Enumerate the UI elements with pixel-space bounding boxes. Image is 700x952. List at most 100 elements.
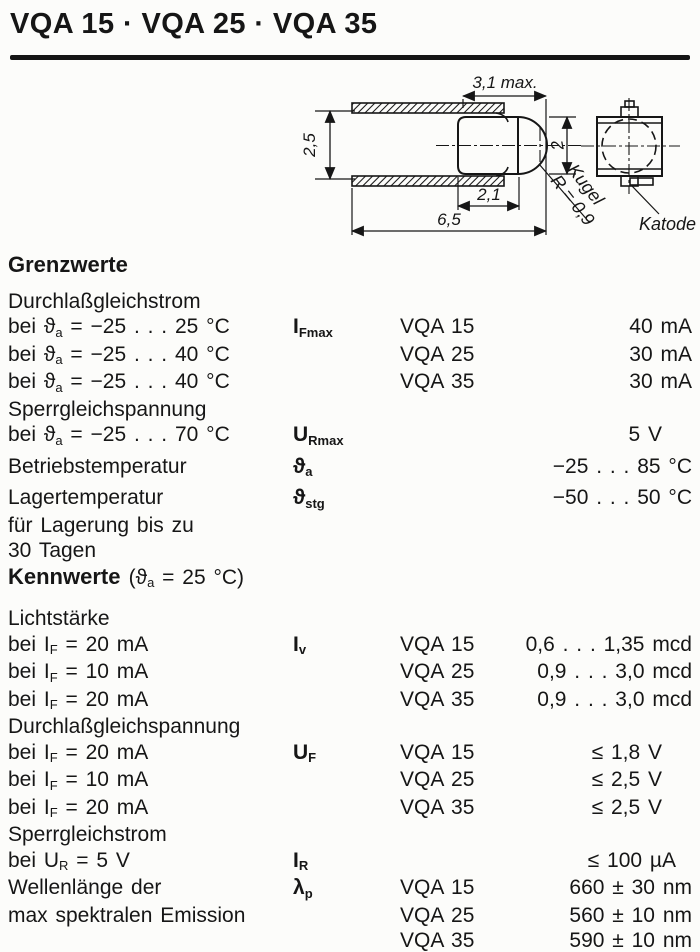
spec-row: bei UR = 5 V IR ≤ 100 µA bbox=[8, 848, 692, 876]
symbol bbox=[293, 659, 400, 687]
section-heading-kennwerte: Kennwerte (ϑa = 25 °C) bbox=[8, 563, 245, 591]
spec-row: bei IF = 20 mA VQA 35 0,9 . . . 3,0 mcd bbox=[8, 687, 692, 715]
spec-row: bei IF = 10 mA VQA 25 ≤ 2,5 V bbox=[8, 767, 692, 795]
dim-lead-spacing: 2,5 bbox=[300, 109, 355, 181]
device-type: VQA 35 bbox=[400, 795, 475, 819]
symbol: IR bbox=[293, 848, 309, 874]
value: 0,6 . . . 1,35 mcd bbox=[525, 632, 692, 656]
device-type bbox=[400, 848, 512, 876]
device-type: VQA 25 bbox=[400, 768, 475, 791]
group-durchlassgleichspannung: Durchlaßgleichspannung bei IF = 20 mA UF… bbox=[8, 714, 692, 822]
parameter-label-continued: für Lagerung bis zu bbox=[8, 513, 194, 537]
symbol: Iv bbox=[293, 632, 307, 658]
dim-total-length: 6,5 bbox=[350, 188, 548, 237]
value: 5 V bbox=[628, 423, 662, 446]
spec-row: bei IF = 20 mA UF VQA 15 ≤ 1,8 V bbox=[8, 740, 692, 768]
symbol bbox=[293, 767, 400, 795]
symbol: URmax bbox=[293, 423, 344, 448]
condition: bei ϑa = −25 . . . 40 °C bbox=[8, 342, 230, 368]
condition: bei IF = 20 mA bbox=[8, 740, 149, 766]
symbol bbox=[293, 687, 400, 715]
spec-row: für Lagerung bis zu bbox=[8, 513, 692, 539]
spec-row: Betriebstemperatur ϑa −25 . . . 85 °C bbox=[8, 454, 692, 482]
spec-row: 30 Tagen bbox=[8, 538, 692, 564]
section-heading-grenzwerte: Grenzwerte bbox=[8, 252, 128, 277]
value: −25 . . . 85 °C bbox=[552, 454, 692, 478]
spec-row: bei ϑa = −25 . . . 40 °C VQA 35 30 mA bbox=[8, 369, 692, 397]
parameter-label-continued bbox=[8, 928, 293, 952]
device-type: VQA 25 bbox=[400, 660, 475, 683]
parameter-label-continued: 30 Tagen bbox=[8, 539, 97, 562]
condition: bei ϑa = −25 . . . 25 °C bbox=[8, 315, 230, 340]
spec-row: bei ϑa = −25 . . . 70 °C URmax 5 V bbox=[8, 422, 692, 450]
value: ≤ 1,8 V bbox=[591, 740, 662, 764]
dim-cylinder-length: 2,1 bbox=[456, 177, 521, 212]
symbol bbox=[293, 928, 400, 952]
device-type: VQA 35 bbox=[400, 929, 475, 952]
symbol bbox=[293, 342, 400, 370]
symbol: λp bbox=[293, 876, 313, 901]
top-lead bbox=[351, 102, 505, 114]
dim-cylinder-length-label: 2,1 bbox=[476, 185, 501, 204]
bottom-lead bbox=[351, 175, 505, 187]
condition: bei IF = 20 mA bbox=[8, 632, 149, 658]
spec-row: Lagertemperatur ϑstg −50 . . . 50 °C bbox=[8, 485, 692, 513]
condition: bei UR = 5 V bbox=[8, 848, 130, 874]
parameter-label: Sperrgleichspannung bbox=[8, 397, 207, 421]
condition: bei IF = 10 mA bbox=[8, 660, 149, 685]
device-type: VQA 25 bbox=[400, 903, 475, 927]
spec-row: bei IF = 20 mA Iv VQA 15 0,6 . . . 1,35 … bbox=[8, 632, 692, 660]
symbol bbox=[293, 795, 400, 823]
parameter-label-continued: max spektralen Emission bbox=[8, 903, 246, 927]
spec-row: max spektralen Emission VQA 25 560 ± 10 … bbox=[8, 903, 692, 929]
group-betriebstemperatur: Betriebstemperatur ϑa −25 . . . 85 °C bbox=[8, 454, 692, 482]
led-side-view bbox=[351, 102, 584, 187]
device-type bbox=[400, 454, 512, 482]
device-type: VQA 15 bbox=[400, 632, 475, 656]
symbol bbox=[293, 369, 400, 397]
value: 40 mA bbox=[629, 315, 692, 338]
group-wellenlaenge: Wellenlänge der λp VQA 15 660 ± 30 nm ma… bbox=[8, 875, 692, 952]
section-grenzwerte: Grenzwerte Durchlaßgleichstrom bei ϑa = … bbox=[0, 252, 700, 564]
spec-row: VQA 35 590 ± 10 nm bbox=[8, 928, 692, 952]
symbol: ϑa bbox=[293, 454, 313, 480]
condition: bei IF = 20 mA bbox=[8, 795, 149, 821]
dim-body-length-label: 3,1 max. bbox=[472, 73, 537, 92]
dim-dome-diameter: 2 bbox=[547, 115, 576, 176]
value: 0,9 . . . 3,0 mcd bbox=[537, 660, 692, 683]
value: −50 . . . 50 °C bbox=[552, 486, 692, 509]
device-type: VQA 35 bbox=[400, 370, 475, 393]
parameter-label: Lagertemperatur bbox=[8, 486, 164, 509]
spec-row: Wellenlänge der λp VQA 15 660 ± 30 nm bbox=[8, 875, 692, 903]
spec-row: bei ϑa = −25 . . . 25 °C IFmax VQA 15 40… bbox=[8, 314, 692, 342]
spec-row: bei IF = 20 mA VQA 35 ≤ 2,5 V bbox=[8, 795, 692, 823]
device-type: VQA 25 bbox=[400, 342, 475, 366]
device-type bbox=[400, 422, 512, 450]
device-type: VQA 15 bbox=[400, 876, 475, 899]
header-divider bbox=[10, 55, 690, 60]
value: 30 mA bbox=[629, 342, 692, 366]
symbol: UF bbox=[293, 740, 317, 766]
value: ≤ 100 µA bbox=[587, 848, 676, 872]
parameter-label: Durchlaßgleichspannung bbox=[8, 715, 241, 738]
dim-lead-spacing-label: 2,5 bbox=[300, 133, 319, 158]
group-sperrgleichspannung: Sperrgleichspannung bei ϑa = −25 . . . 7… bbox=[8, 397, 692, 450]
device-type: VQA 35 bbox=[400, 687, 475, 711]
bottom-lead-bend bbox=[495, 166, 509, 177]
value: 590 ± 10 nm bbox=[569, 929, 692, 952]
spec-row: bei IF = 10 mA VQA 25 0,9 . . . 3,0 mcd bbox=[8, 659, 692, 687]
dim-body-length: 3,1 max. bbox=[461, 73, 548, 235]
cathode-label: Katode bbox=[639, 214, 696, 234]
cathode-leader-line bbox=[631, 185, 660, 215]
group-sperrgleichstrom: Sperrgleichstrom bei UR = 5 V IR ≤ 100 µ… bbox=[8, 822, 692, 875]
section-kennwerte: Kennwerte (ϑa = 25 °C) Lichtstärke bei I… bbox=[0, 564, 700, 952]
page-title: VQA 15 · VQA 25 · VQA 35 bbox=[10, 8, 378, 40]
dim-total-length-label: 6,5 bbox=[437, 210, 461, 229]
symbol: IFmax bbox=[293, 315, 333, 340]
parameter-label: Durchlaßgleichstrom bbox=[8, 289, 201, 313]
condition: bei IF = 10 mA bbox=[8, 768, 149, 793]
device-type: VQA 15 bbox=[400, 315, 475, 338]
symbol: ϑstg bbox=[293, 486, 325, 511]
parameter-label: Wellenlänge der bbox=[8, 876, 162, 899]
value: ≤ 2,5 V bbox=[591, 795, 662, 819]
